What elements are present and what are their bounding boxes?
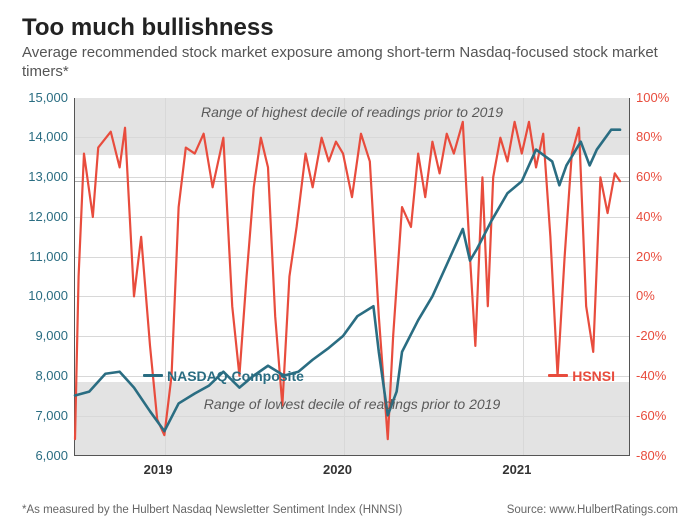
y-right-tick: 20% [636,249,662,264]
top-band-label: Range of highest decile of readings prio… [75,104,629,120]
y-axis-right: -80%-60%-40%-20%0%20%40%60%80%100% [630,90,678,456]
y-right-tick: 60% [636,169,662,184]
legend-nasdaq: NASDAQ Composite [143,368,304,384]
footnote-left: *As measured by the Hulbert Nasdaq Newsl… [22,504,402,516]
y-left-tick: 11,000 [29,249,68,264]
y-left-tick: 13,000 [28,169,68,184]
y-right-tick: -60% [636,408,666,423]
y-left-tick: 9,000 [35,328,68,343]
y-right-tick: -20% [636,328,666,343]
x-tick-label: 2020 [323,462,352,477]
y-left-tick: 7,000 [35,408,68,423]
y-right-tick: 80% [636,129,662,144]
x-tick-label: 2021 [502,462,531,477]
y-left-tick: 12,000 [28,209,68,224]
plot-area: Range of highest decile of readings prio… [74,98,630,456]
y-left-tick: 8,000 [35,368,68,383]
bottom-band-label: Range of lowest decile of readings prior… [75,396,629,412]
y-right-tick: 0% [636,288,655,303]
legend-hsnsi: HSNSI [548,368,615,384]
y-axis-left: 6,0007,0008,0009,00010,00011,00012,00013… [22,90,74,456]
y-left-tick: 10,000 [28,288,68,303]
y-right-tick: -80% [636,448,666,463]
x-tick-label: 2019 [144,462,173,477]
y-left-tick: 6,000 [35,448,68,463]
y-left-tick: 14,000 [28,129,68,144]
footnote-right: Source: www.HulbertRatings.com [507,504,678,516]
chart-footer: *As measured by the Hulbert Nasdaq Newsl… [22,504,678,516]
chart-title: Too much bullishness [22,14,678,42]
y-right-tick: -40% [636,368,666,383]
chart-subtitle: Average recommended stock market exposur… [22,44,678,82]
y-right-tick: 100% [636,90,669,105]
y-left-tick: 15,000 [28,90,68,105]
y-right-tick: 40% [636,209,662,224]
chart-area: 6,000 7,000 8,000 9,000 10,000 11,000 12,000 13… [22,90,678,500]
